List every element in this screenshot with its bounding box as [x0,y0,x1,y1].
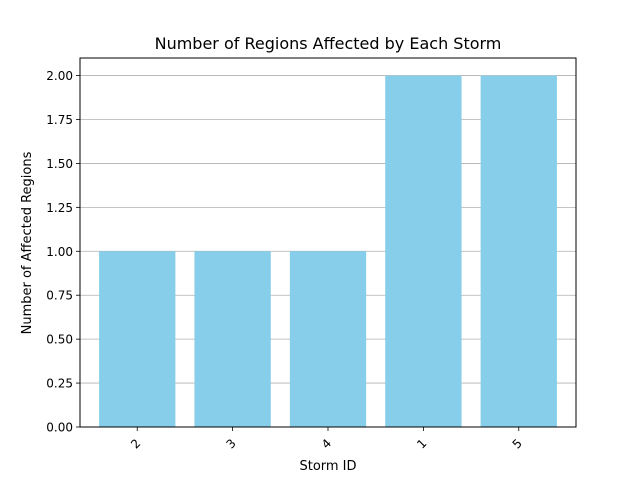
x-tick-label: 2 [128,436,143,451]
y-tick-label: 1.00 [46,245,73,259]
bar [480,75,557,428]
y-axis-label: Number of Affected Regions [20,151,35,334]
bar [385,75,462,428]
x-tick-label: 4 [319,436,334,451]
y-tick-label: 1.75 [46,113,73,127]
y-tick-label: 1.50 [46,157,73,171]
y-tick-label: 0.25 [46,377,73,391]
bar [99,251,176,427]
bars [99,75,557,428]
y-axis-ticks: 0.00 0.25 0.50 0.75 1.00 1.25 1.50 1.75 2.00 [46,69,80,435]
x-axis-ticks: 2 3 4 1 5 [128,427,525,452]
y-tick-label: 0.50 [46,333,73,347]
x-tick-label: 3 [223,436,238,451]
x-tick-label: 5 [510,436,525,451]
bar [289,251,367,427]
y-tick-label: 1.25 [46,201,73,215]
x-tick-label: 1 [414,436,429,451]
y-tick-label: 0.00 [46,421,73,435]
y-tick-label: 0.75 [46,289,73,303]
x-axis-label: Storm ID [299,459,356,474]
y-tick-label: 2.00 [46,69,73,83]
chart-title: Number of Regions Affected by Each Storm [155,34,502,53]
bar [194,251,271,427]
